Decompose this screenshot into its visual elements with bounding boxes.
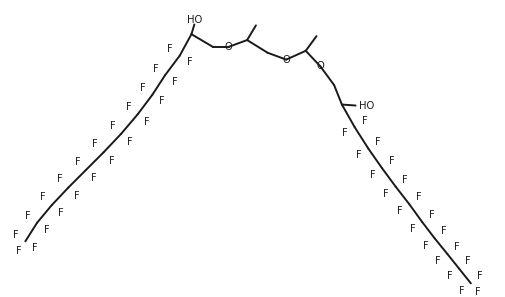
Text: F: F xyxy=(447,271,453,281)
Text: F: F xyxy=(75,157,80,167)
Text: F: F xyxy=(429,210,434,220)
Text: F: F xyxy=(32,243,38,252)
Text: F: F xyxy=(159,97,165,107)
Text: F: F xyxy=(402,175,408,184)
Text: F: F xyxy=(475,287,481,297)
Text: F: F xyxy=(109,156,115,166)
Text: F: F xyxy=(13,230,18,240)
Text: O: O xyxy=(317,61,324,72)
Text: F: F xyxy=(144,117,149,127)
Text: O: O xyxy=(282,55,290,65)
Text: F: F xyxy=(435,256,441,266)
Text: F: F xyxy=(40,192,46,202)
Text: F: F xyxy=(58,208,63,218)
Text: F: F xyxy=(342,128,347,138)
Text: F: F xyxy=(140,83,145,93)
Text: F: F xyxy=(16,246,22,256)
Text: F: F xyxy=(410,224,416,234)
Text: F: F xyxy=(110,121,115,131)
Text: F: F xyxy=(466,256,471,266)
Text: F: F xyxy=(74,191,80,201)
Text: F: F xyxy=(172,77,177,87)
Text: F: F xyxy=(362,116,368,126)
Text: F: F xyxy=(370,170,375,180)
Text: F: F xyxy=(127,137,133,147)
Text: F: F xyxy=(416,192,422,202)
Text: O: O xyxy=(225,42,232,52)
Text: F: F xyxy=(44,225,49,235)
Text: F: F xyxy=(25,211,30,221)
Text: HO: HO xyxy=(187,15,202,25)
Text: F: F xyxy=(383,189,389,199)
Text: F: F xyxy=(397,206,403,216)
Text: F: F xyxy=(375,137,381,147)
Text: F: F xyxy=(459,286,465,296)
Text: F: F xyxy=(477,271,483,281)
Text: F: F xyxy=(389,156,394,166)
Text: HO: HO xyxy=(360,100,375,110)
Text: F: F xyxy=(126,102,131,112)
Text: F: F xyxy=(57,174,63,184)
Text: F: F xyxy=(423,241,428,251)
Text: F: F xyxy=(167,44,173,54)
Text: F: F xyxy=(453,242,460,252)
Text: F: F xyxy=(91,173,97,183)
Text: F: F xyxy=(356,150,362,160)
Text: F: F xyxy=(441,226,447,236)
Text: F: F xyxy=(153,64,158,73)
Text: F: F xyxy=(187,57,192,67)
Text: F: F xyxy=(92,139,98,149)
